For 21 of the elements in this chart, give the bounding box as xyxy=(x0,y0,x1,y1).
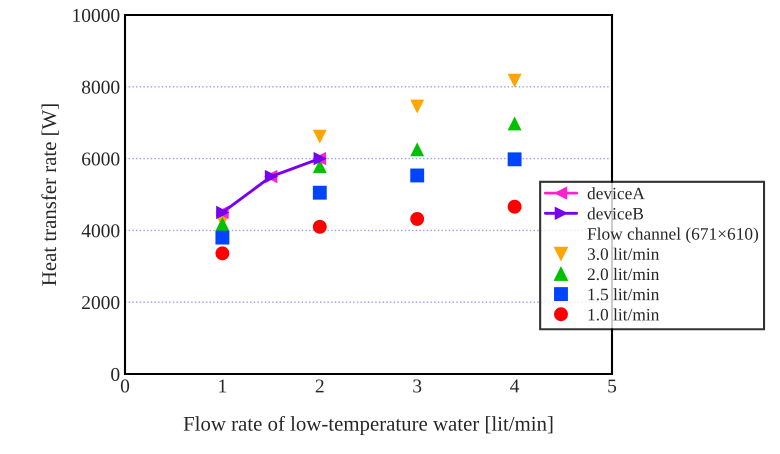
x-tick-label: 1 xyxy=(219,380,226,392)
legend-label: deviceB xyxy=(588,207,644,220)
x-axis-title: Flow rate of low-temperature water [lit/min] xyxy=(184,416,552,436)
y-axis-title: Heat transfer rate [W] xyxy=(41,104,59,286)
x-tick-label: 3 xyxy=(413,379,422,393)
x-tick-label: 4 xyxy=(510,380,520,392)
x-tick-label: 2 xyxy=(316,379,324,392)
legend-label: 2.0 lit/min xyxy=(588,268,660,280)
y-tick-label: 10000 xyxy=(73,8,120,22)
legend-label: 1.0 lit/min xyxy=(588,308,660,321)
y-tick-label: 8000 xyxy=(82,80,120,94)
x-tick-label: 0 xyxy=(120,379,130,393)
legend-label: 1.5 lit/min xyxy=(588,288,660,300)
y-tick-label: 6000 xyxy=(82,152,120,166)
legend-title: Flow channel (671×610) xyxy=(588,228,758,244)
y-tick-label: 0 xyxy=(111,368,120,381)
legend-label: 3.0 lit/min xyxy=(588,248,660,260)
x-tick-label: 5 xyxy=(608,380,616,393)
legend-label: deviceA xyxy=(588,187,645,200)
y-tick-label: 2000 xyxy=(82,296,120,310)
y-tick-label: 4000 xyxy=(82,224,120,238)
